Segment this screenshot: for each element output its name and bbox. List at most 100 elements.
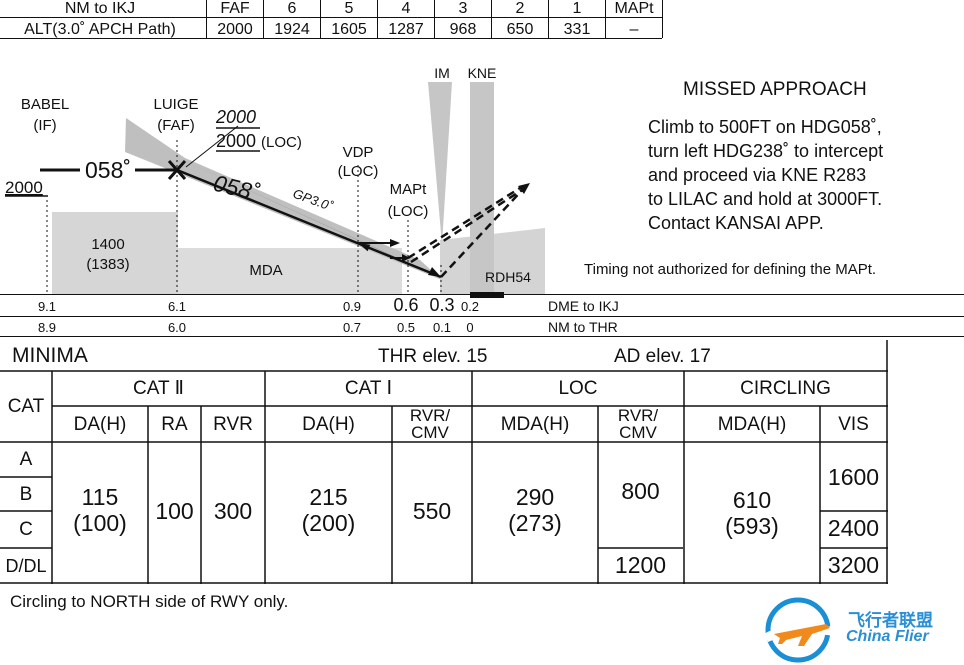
col-head: 1 <box>573 0 582 17</box>
faf-loc-suffix: (LOC) <box>261 134 302 151</box>
group-loc: LOC <box>558 378 598 399</box>
sub-mda-h: MDA(H) <box>717 413 787 435</box>
col-alt: 968 <box>450 21 477 38</box>
sub-mda-h: MDA(H) <box>500 413 570 435</box>
kne-cone <box>470 82 494 294</box>
circ-mda: 610 <box>732 486 772 513</box>
col-head: FAF <box>220 0 250 17</box>
loc-rvr-abc: 800 <box>621 477 660 504</box>
vis-ab: 1600 <box>827 463 880 490</box>
plane-icon <box>774 624 830 646</box>
thr-value: 0 <box>466 320 473 335</box>
col-head: MAPt <box>614 0 654 17</box>
col-alt: 1605 <box>331 21 367 38</box>
missed-approach-line: to LILAC and hold at 3000FT. <box>648 189 883 209</box>
col-alt: 2000 <box>217 21 253 38</box>
cat-header: CAT <box>7 396 45 417</box>
group-cat2: CAT Ⅱ <box>133 378 184 399</box>
loc-h: (273) <box>508 509 562 536</box>
missed-approach-line: turn left HDG238˚ to intercept <box>648 141 884 161</box>
approach-splay <box>125 118 442 280</box>
loc-mda: 290 <box>515 483 555 510</box>
vis-d: 3200 <box>827 551 880 578</box>
missed-approach-line: and proceed via KNE R283 <box>648 165 867 185</box>
vdp-role: (LOC) <box>338 163 379 180</box>
col-alt: 650 <box>507 21 534 38</box>
group-circling: CIRCLING <box>740 378 831 399</box>
cat-a: A <box>19 449 33 470</box>
col-head: 6 <box>288 0 297 17</box>
minima-table-grid <box>0 340 888 584</box>
mapt-name: MAPt <box>390 181 428 198</box>
sub-vis: VIS <box>838 413 869 435</box>
circling-note: Circling to NORTH side of RWY only. <box>10 592 289 611</box>
sub-rvr: RVR <box>213 413 253 435</box>
altitude-table: NM to IKJ ALT(3.0˚ APCH Path) FAF 6 5 4 … <box>0 0 663 39</box>
cat1-rvr: 550 <box>412 497 452 524</box>
col-head: 4 <box>402 0 411 17</box>
missed-approach-line: Climb to 500FT on HDG058˚, <box>648 117 882 137</box>
terrain-hgt: (1383) <box>86 256 129 273</box>
cat-b: B <box>19 483 33 505</box>
thr-value: 0.7 <box>343 320 361 335</box>
missed-approach-title: MISSED APPROACH <box>683 79 867 100</box>
col-alt: – <box>630 21 639 38</box>
terrain-alt: 1400 <box>91 236 124 253</box>
babel-role: (IF) <box>33 117 56 134</box>
cat2-ra: 100 <box>155 497 194 524</box>
vis-c: 2400 <box>827 514 880 541</box>
sub-rvr-cmv: RVR/ CMV <box>617 406 659 442</box>
mda-area <box>178 248 402 294</box>
thr-label: NM to THR <box>548 319 618 335</box>
luige-name: LUIGE <box>153 96 198 113</box>
dme-value: 0.6 <box>393 295 418 315</box>
missed-approach-line: Contact KANSAI APP. <box>648 213 824 233</box>
watermark-logo <box>764 597 838 663</box>
col-head: 2 <box>516 0 525 17</box>
nm-to-ikj-label: NM to IKJ <box>65 0 135 17</box>
mda-label: MDA <box>249 262 282 279</box>
mapt-role: (LOC) <box>388 203 429 220</box>
dme-label: DME to IKJ <box>548 298 619 314</box>
minima-title: MINIMA <box>12 344 88 367</box>
sub-da-h: DA(H) <box>73 413 127 435</box>
alt-path-label: ALT(3.0˚ APCH Path) <box>24 21 176 38</box>
loc-rvr-d: 1200 <box>614 551 667 578</box>
im-cone <box>428 82 452 245</box>
dme-value: 0.2 <box>461 299 479 314</box>
cat2-h: (100) <box>73 509 127 536</box>
dme-value: 0.9 <box>343 299 361 314</box>
kne-label: KNE <box>468 65 497 81</box>
thr-elev: THR elev. 15 <box>378 346 488 367</box>
col-head: 3 <box>459 0 468 17</box>
dme-value: 6.1 <box>168 299 186 314</box>
profile-view: IM KNE BABEL (IF) 2000 LUIGE (FAF) 2000 … <box>0 65 964 337</box>
sub-da-h: DA(H) <box>302 413 355 435</box>
thr-value: 0.1 <box>433 320 451 335</box>
babel-name: BABEL <box>21 96 69 113</box>
sub-rvr-cmv: RVR/ CMV <box>409 406 451 442</box>
im-label: IM <box>434 65 450 81</box>
missed-approach-text: Climb to 500FT on HDG058˚, turn left HDG… <box>648 115 883 235</box>
cat2-rvr: 300 <box>213 497 253 524</box>
col-alt: 1287 <box>388 21 424 38</box>
course-final: 058˚ <box>211 170 262 206</box>
sub-ra: RA <box>161 413 188 435</box>
thr-value: 0.5 <box>397 320 415 335</box>
circ-h: (593) <box>725 512 779 539</box>
thr-value: 6.0 <box>168 320 186 335</box>
dme-value: 0.3 <box>429 295 454 315</box>
rdh-label: RDH54 <box>485 269 531 285</box>
thr-value: 8.9 <box>38 320 56 335</box>
luige-role: (FAF) <box>157 117 195 134</box>
ad-elev: AD elev. 17 <box>614 346 711 367</box>
babel-alt: 2000 <box>5 178 43 197</box>
faf-alt-loc: 2000 <box>216 131 256 151</box>
watermark-en: China Flier <box>846 628 929 645</box>
col-alt: 331 <box>564 21 591 38</box>
group-cat1: CAT Ⅰ <box>344 378 393 399</box>
cat1-h: (200) <box>301 509 356 536</box>
dme-value: 9.1 <box>38 299 56 314</box>
col-head: 5 <box>345 0 354 17</box>
cat2-da: 115 <box>81 483 119 510</box>
